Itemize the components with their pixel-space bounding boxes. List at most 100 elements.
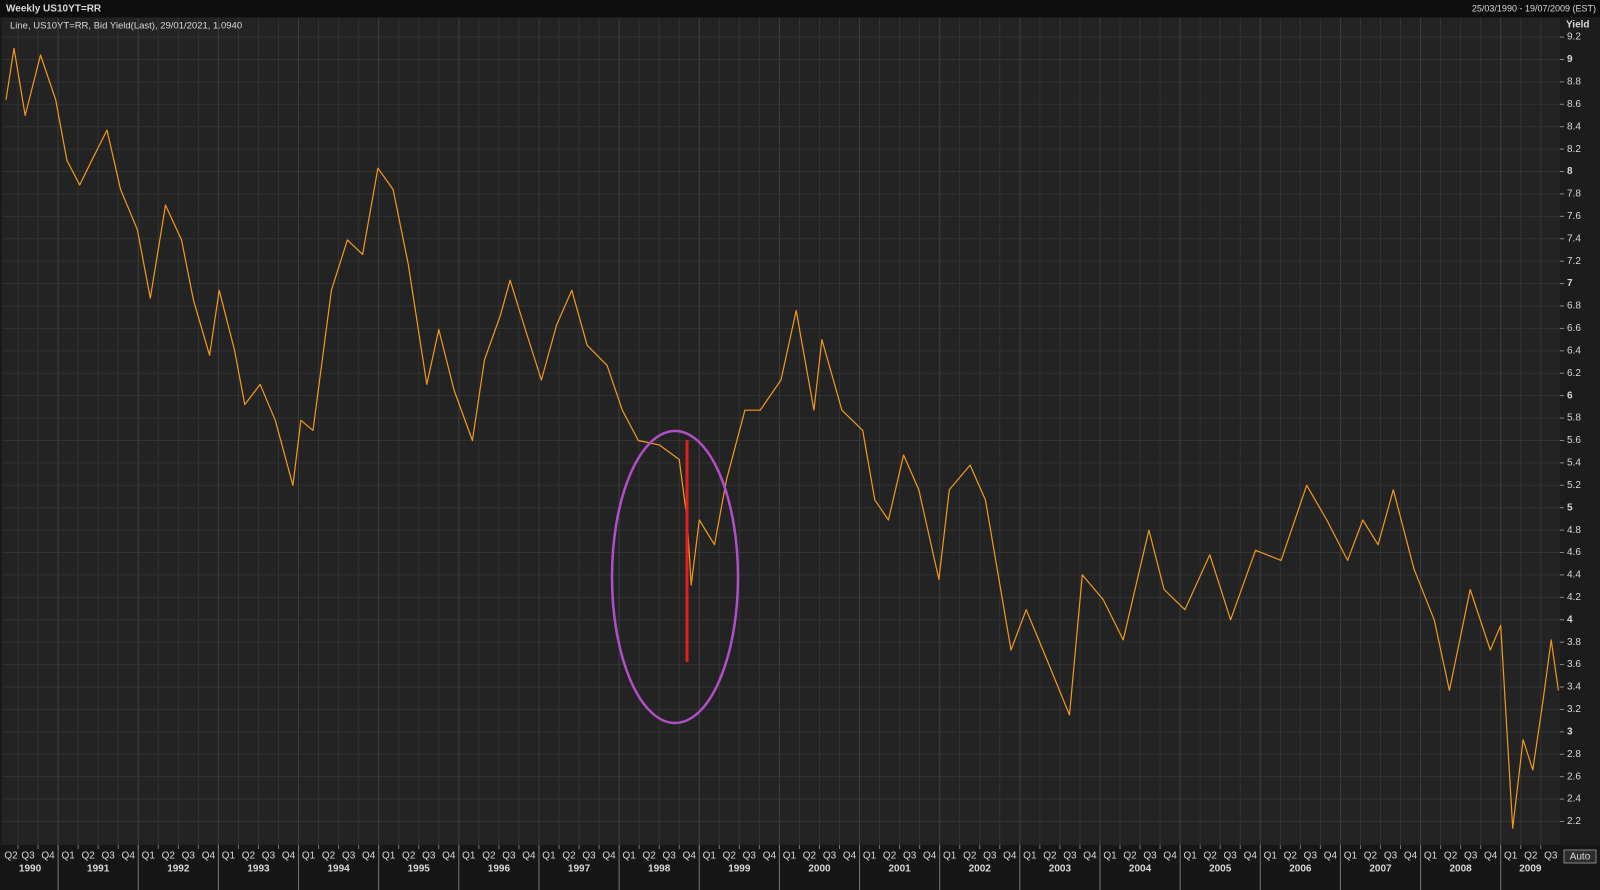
x-tick-label: Q1 <box>1424 851 1438 862</box>
title-bar <box>0 0 1600 17</box>
y-tick-label: 7.4 <box>1567 233 1581 244</box>
x-tick-label: Q4 <box>41 851 55 862</box>
y-tick-label: 6 <box>1567 390 1573 401</box>
y-tick-label: 3.4 <box>1567 682 1581 693</box>
x-tick-label: Q4 <box>202 851 216 862</box>
legend-entry: Line, US10YT=RR, Bid Yield(Last), 29/01/… <box>10 21 242 32</box>
x-tick-label: Q4 <box>1404 851 1418 862</box>
x-tick-label: Q1 <box>1103 851 1117 862</box>
x-tick-label: Q2 <box>1043 851 1057 862</box>
x-tick-label: Q3 <box>1304 851 1318 862</box>
year-label: 1996 <box>488 864 511 875</box>
auto-label[interactable]: Auto <box>1570 852 1591 863</box>
year-label: 1999 <box>728 864 751 875</box>
x-tick-label: Q3 <box>823 851 837 862</box>
x-tick-label: Q3 <box>582 851 596 862</box>
x-tick-label: Q2 <box>642 851 656 862</box>
year-label: 2000 <box>808 864 831 875</box>
x-tick-label: Q1 <box>1264 851 1278 862</box>
x-tick-label: Q3 <box>182 851 196 862</box>
year-label: 1994 <box>327 864 350 875</box>
y-tick-label: 5.4 <box>1567 458 1581 469</box>
x-tick-label: Q1 <box>462 851 476 862</box>
x-tick-label: Q1 <box>622 851 636 862</box>
y-tick-label: 2.2 <box>1567 816 1581 827</box>
y-tick-label: 7.8 <box>1567 189 1581 200</box>
year-label: 2003 <box>1049 864 1072 875</box>
x-tick-label: Q3 <box>1544 851 1558 862</box>
y-tick-label: 5.2 <box>1567 480 1581 491</box>
y-tick-label: 9 <box>1567 54 1573 65</box>
x-tick-label: Q1 <box>222 851 236 862</box>
x-tick-label: Q3 <box>1384 851 1398 862</box>
x-tick-label: Q2 <box>1364 851 1378 862</box>
y-tick-label: 8.4 <box>1567 121 1581 132</box>
y-tick-label: 4.6 <box>1567 547 1581 558</box>
x-tick-label: Q4 <box>442 851 456 862</box>
y-tick-label: 7.6 <box>1567 211 1581 222</box>
x-tick-label: Q2 <box>242 851 256 862</box>
x-tick-label: Q1 <box>1023 851 1037 862</box>
x-tick-label: Q4 <box>1083 851 1097 862</box>
x-tick-label: Q1 <box>61 851 75 862</box>
x-tick-label: Q2 <box>482 851 496 862</box>
y-tick-label: 8.8 <box>1567 77 1581 88</box>
x-tick-label: Q1 <box>943 851 957 862</box>
auto-button[interactable] <box>1563 849 1597 864</box>
x-tick-label: Q4 <box>1244 851 1258 862</box>
x-tick-label: Q1 <box>382 851 396 862</box>
y-tick-label: 5.8 <box>1567 413 1581 424</box>
y-tick-label: 4.2 <box>1567 592 1581 603</box>
x-tick-label: Q4 <box>1163 851 1177 862</box>
year-label: 2009 <box>1519 864 1542 875</box>
plot-area <box>2 18 1560 845</box>
x-tick-label: Q4 <box>602 851 616 862</box>
y-tick-label: 7 <box>1567 278 1573 289</box>
x-tick-label: Q3 <box>983 851 997 862</box>
x-tick-label: Q2 <box>162 851 176 862</box>
y-tick-label: 4.4 <box>1567 570 1581 581</box>
year-label: 1993 <box>247 864 270 875</box>
year-label: 2008 <box>1449 864 1472 875</box>
y-tick-label: 7.2 <box>1567 256 1581 267</box>
annotation-ellipse <box>610 429 740 725</box>
y-tick-label: 6.6 <box>1567 323 1581 334</box>
x-tick-label: Q4 <box>282 851 296 862</box>
x-tick-label: Q4 <box>522 851 536 862</box>
x-tick-label: Q1 <box>703 851 717 862</box>
year-label: 2004 <box>1129 864 1152 875</box>
x-tick-label: Q3 <box>422 851 436 862</box>
grid: 2.2 2.4 2.6 2.8 3 3.2 3.4 3.6 3.8 4 4.2 4.4 4.6 4.8 5 5… <box>2 18 1581 890</box>
y-tick-label: 4 <box>1567 614 1573 625</box>
x-tick-label: Q3 <box>1464 851 1478 862</box>
x-tick-label: Q1 <box>302 851 316 862</box>
x-tick-label: Q2 <box>803 851 817 862</box>
y-tick-label: 3 <box>1567 726 1573 737</box>
x-tick-label: Q3 <box>342 851 356 862</box>
x-tick-label: Q1 <box>1344 851 1358 862</box>
x-tick-label: Q4 <box>923 851 937 862</box>
y-tick-label: 8 <box>1567 166 1573 177</box>
y-tick-label: 3.2 <box>1567 704 1581 715</box>
x-tick-label: Q2 <box>1524 851 1538 862</box>
x-tick-label: Q2 <box>322 851 336 862</box>
y-tick-label: 3.6 <box>1567 659 1581 670</box>
marks <box>5 47 1559 829</box>
x-tick-label: Q3 <box>1143 851 1157 862</box>
series-line <box>5 47 1559 829</box>
year-label: 1991 <box>87 864 110 875</box>
x-tick-label: Q1 <box>783 851 797 862</box>
year-label: 1995 <box>408 864 431 875</box>
y-tick-label: 5 <box>1567 502 1573 513</box>
x-tick-label: Q4 <box>1484 851 1498 862</box>
date-range: 25/03/1990 - 19/07/2009 (EST) <box>1472 3 1596 13</box>
y-tick-label: 9.2 <box>1567 32 1581 43</box>
x-tick-label: Q2 <box>402 851 416 862</box>
y-tick-label: 2.4 <box>1567 794 1581 805</box>
x-tick-label: Q1 <box>142 851 156 862</box>
x-tick-label: Q2 <box>1444 851 1458 862</box>
x-tick-label: Q2 <box>1123 851 1137 862</box>
y-tick-label: 5.6 <box>1567 435 1581 446</box>
